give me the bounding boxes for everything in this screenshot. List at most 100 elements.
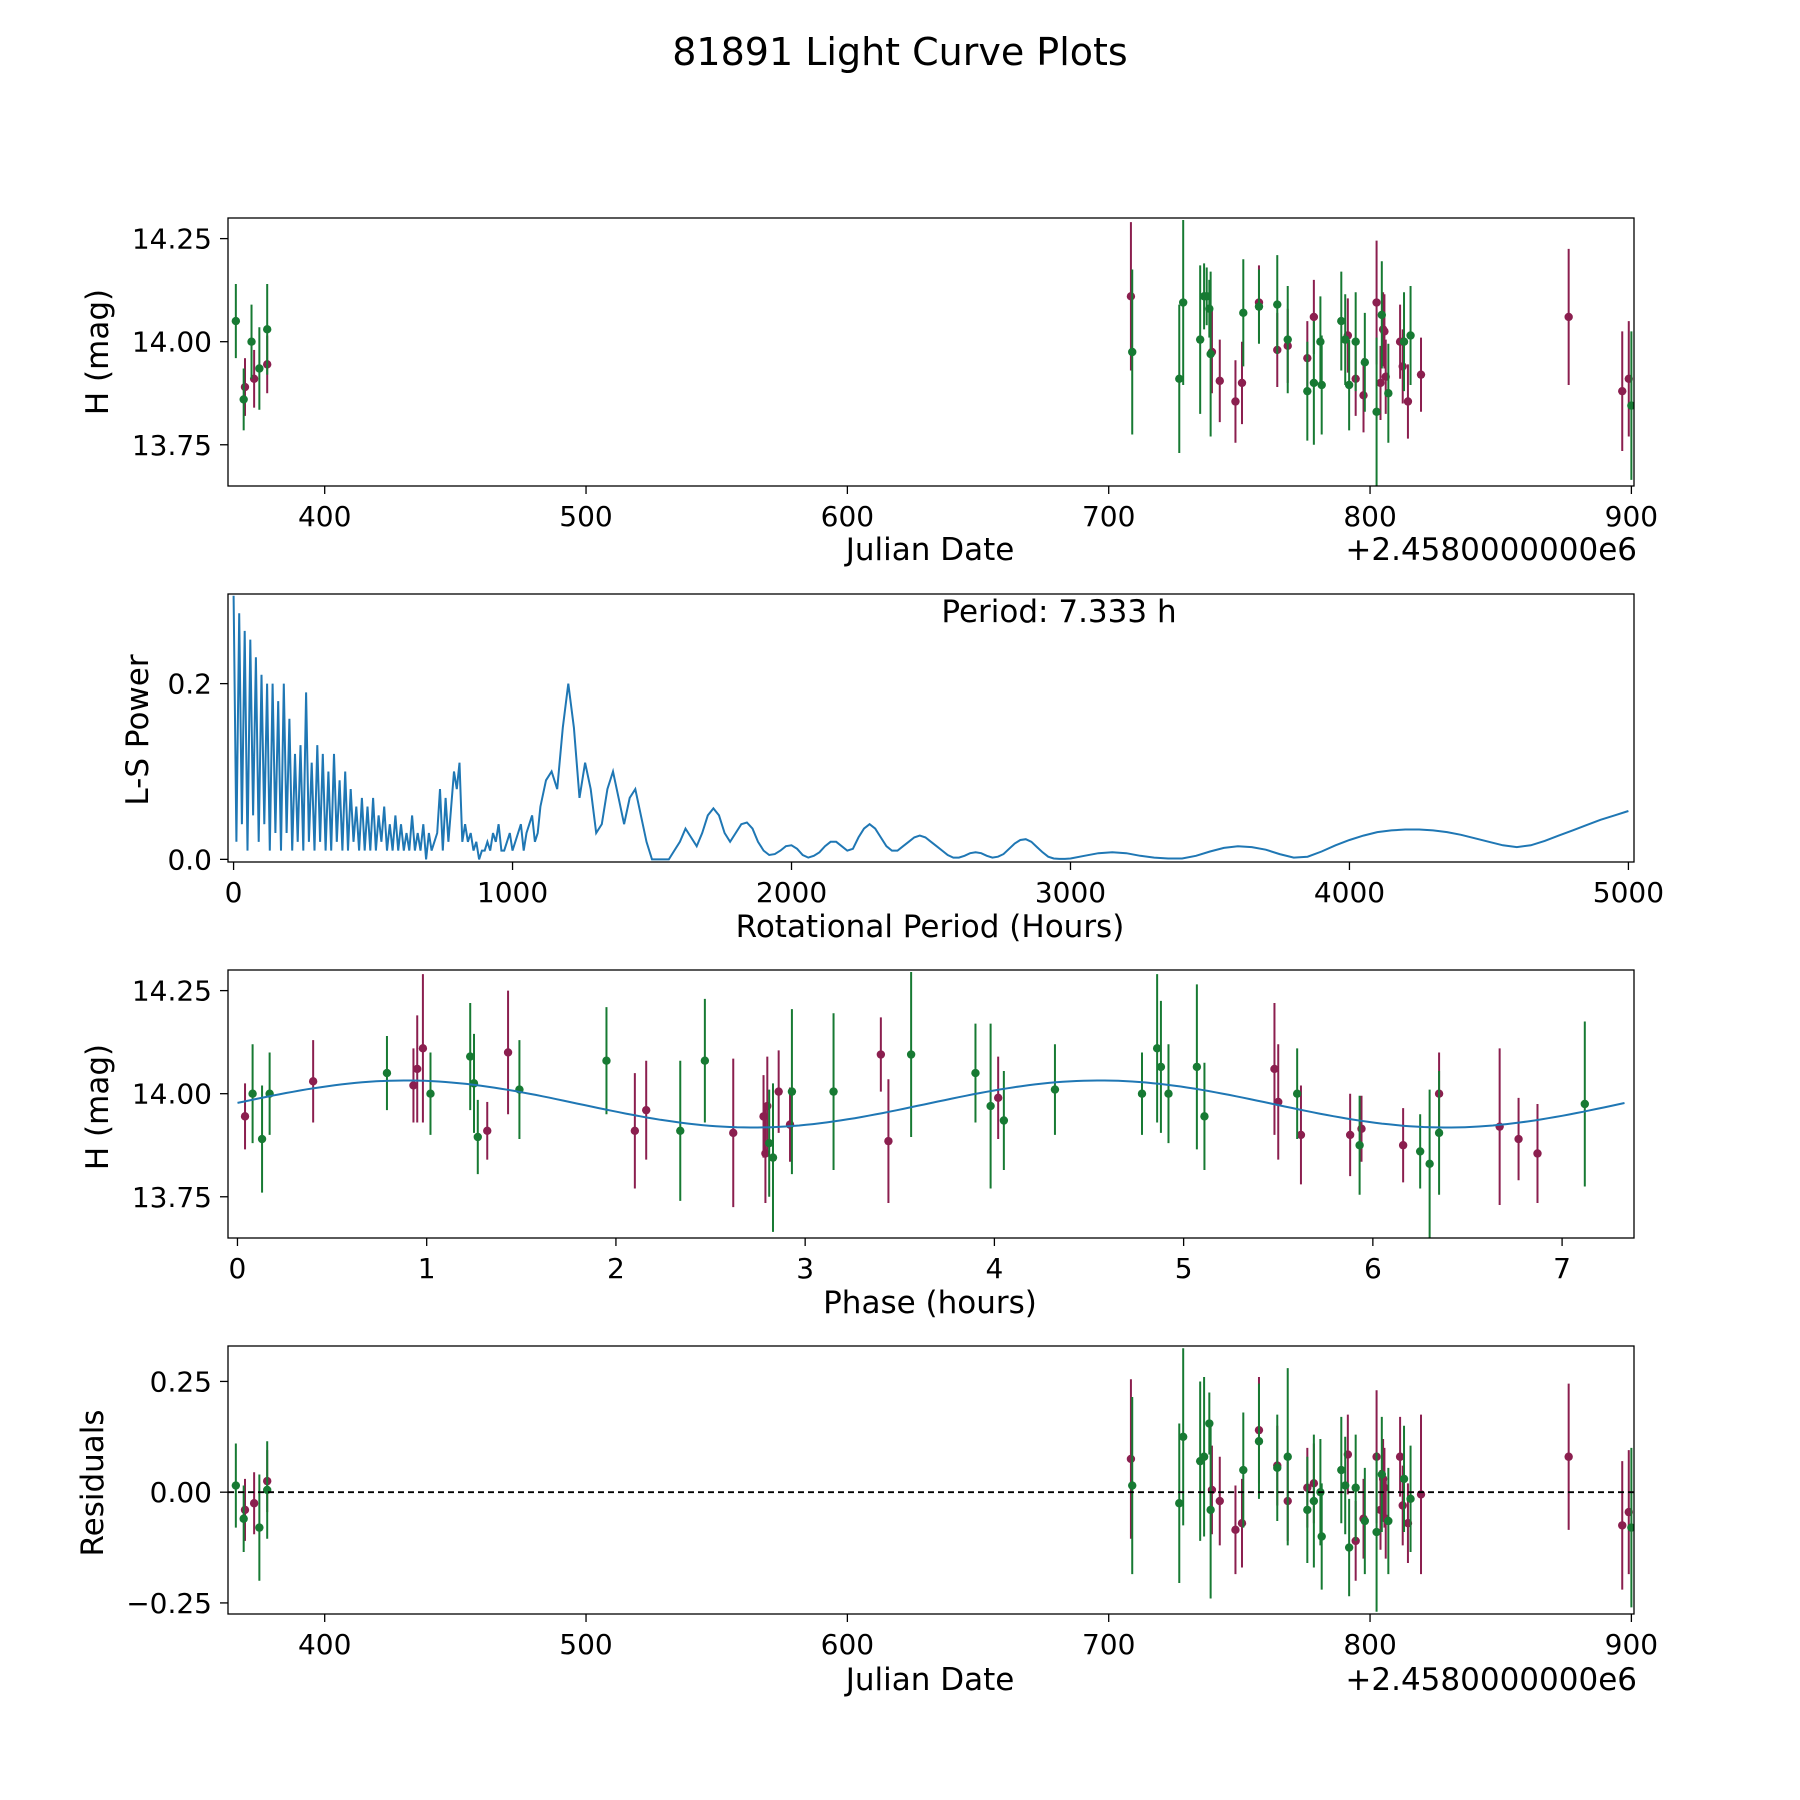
lightcurve-x-offset: +2.4580000000e6	[1345, 532, 1637, 568]
phased-xlabel: Phase (hours)	[823, 1285, 1037, 1321]
periodogram-plot-frame	[227, 593, 1635, 863]
lightcurve-xtick-label: 500	[559, 500, 612, 533]
periodogram-xtick-label: 2000	[756, 876, 827, 909]
phased-data-point	[1296, 1130, 1306, 1140]
phased-ytick-label: 14.25	[132, 975, 212, 1008]
lightcurve-data-point	[1618, 386, 1627, 396]
lightcurve-ylabel: H (mag)	[80, 289, 116, 415]
phased-data-point	[413, 1064, 422, 1074]
phased-data-point	[1200, 1112, 1209, 1121]
lightcurve-data-point	[1351, 337, 1360, 346]
residuals-data-point	[239, 1514, 248, 1523]
periodogram-ytick-label: 0.2	[167, 668, 212, 701]
residuals-plot-area: 400 500 600 700 800 900 −0.25 0.00 0.25	[126, 1345, 1658, 1661]
periodogram-power-line	[232, 595, 1629, 861]
phased-data-point	[466, 1052, 475, 1061]
period-annotation: Period: 7.333 h	[941, 594, 1176, 630]
residuals-data-point	[1215, 1496, 1224, 1506]
lightcurve-data-point	[1316, 337, 1325, 346]
phased-data-point	[418, 1044, 428, 1053]
phased-data-point	[630, 1126, 640, 1136]
lightcurve-xtick-label: 600	[821, 500, 874, 533]
phased-data-point	[1434, 1128, 1444, 1138]
phased-data-point	[426, 1089, 435, 1098]
residuals-data-point	[1178, 1432, 1188, 1442]
residuals-ylabel: Residuals	[75, 1409, 111, 1556]
residuals-plot-frame	[227, 1345, 1635, 1615]
periodogram-panel: L-S Power Rotational Period (Hours) Peri…	[120, 594, 1177, 945]
phased-xtick-label: 3	[796, 1252, 814, 1285]
residuals-xtick-label: 600	[821, 1628, 874, 1661]
phased-data-point	[1137, 1089, 1147, 1098]
residuals-data-point	[1618, 1521, 1627, 1530]
lightcurve-xtick-label: 800	[1343, 500, 1396, 533]
phased-data-layer	[237, 972, 1625, 1238]
lightcurve-data-layer	[231, 220, 1634, 486]
residuals-data-point	[1395, 1452, 1405, 1461]
periodogram-xlabel: Rotational Period (Hours)	[736, 909, 1125, 945]
residuals-data-point	[1206, 1505, 1215, 1515]
residuals-panel: Residuals Julian Date +2.4580000000e6	[75, 1409, 1637, 1698]
residuals-data-point	[1254, 1437, 1264, 1446]
phased-data-point	[1270, 1064, 1279, 1074]
lightcurve-data-point	[1205, 304, 1214, 313]
residuals-data-layer	[231, 1348, 1634, 1612]
lightcurve-data-point	[1283, 335, 1292, 344]
residuals-ytick-label: 0.25	[150, 1365, 212, 1398]
residuals-xtick-label: 700	[1082, 1628, 1135, 1661]
residuals-data-point	[1205, 1419, 1214, 1428]
lightcurve-data-point	[1206, 349, 1215, 359]
residuals-data-point	[231, 1481, 241, 1490]
residuals-data-point	[1237, 1518, 1247, 1528]
lightcurve-data-point	[1377, 310, 1387, 320]
periodogram-ylabel: L-S Power	[120, 654, 156, 805]
phased-data-point	[1398, 1141, 1408, 1150]
lightcurve-data-point	[1337, 316, 1346, 326]
phased-data-point	[1425, 1159, 1434, 1168]
phased-data-point	[774, 1087, 783, 1096]
lightcurve-data-point	[1372, 407, 1381, 416]
lightcurve-data-point	[1384, 389, 1393, 398]
residuals-data-point	[1627, 1523, 1634, 1532]
phased-data-point	[676, 1126, 685, 1136]
periodogram-xtick-label: 4000	[1314, 876, 1385, 909]
lightcurve-data-point	[1406, 331, 1415, 340]
residuals-data-point	[1398, 1501, 1407, 1510]
phased-data-point	[876, 1050, 886, 1059]
lightcurve-ytick-label: 13.75	[132, 429, 212, 462]
residuals-data-point	[1231, 1525, 1240, 1535]
phased-data-point	[829, 1087, 838, 1096]
lightcurve-data-point	[1254, 302, 1264, 311]
phased-data-point	[1164, 1089, 1173, 1098]
phased-data-point	[763, 1101, 772, 1111]
phased-data-point	[1580, 1099, 1589, 1109]
phased-ytick-label: 13.75	[132, 1181, 212, 1214]
phased-data-point	[1345, 1130, 1355, 1140]
residuals-data-point	[1126, 1454, 1136, 1464]
phased-data-point	[1192, 1062, 1202, 1072]
residuals-data-point	[249, 1499, 259, 1508]
lightcurve-data-point	[1360, 358, 1370, 367]
lightcurve-xtick-label: 900	[1605, 500, 1658, 533]
phased-ylabel: H (mag)	[80, 1044, 116, 1170]
phased-data-point	[257, 1134, 267, 1144]
lightcurve-data-point	[1399, 337, 1409, 346]
phased-data-point	[469, 1079, 479, 1088]
lightcurve-data-point	[1403, 397, 1413, 406]
phased-data-point	[642, 1105, 651, 1115]
residuals-data-point	[1341, 1481, 1350, 1490]
lightcurve-data-point	[1178, 298, 1188, 307]
residuals-ytick-label: −0.25	[126, 1587, 212, 1620]
lightcurve-data-point	[1564, 312, 1573, 322]
phased-panel: H (mag) Phase (hours)	[80, 1044, 1037, 1321]
residuals-data-point	[1564, 1452, 1573, 1461]
residuals-x-offset: +2.4580000000e6	[1345, 1662, 1637, 1698]
phased-ytick-label: 14.00	[132, 1078, 212, 1111]
residuals-xtick-label: 800	[1343, 1628, 1396, 1661]
lightcurve-data-point	[1344, 380, 1354, 390]
lightcurve-data-point	[1416, 370, 1426, 379]
phased-data-point	[308, 1077, 318, 1086]
phased-data-point	[1514, 1134, 1523, 1144]
residuals-data-point	[1273, 1463, 1282, 1473]
lightcurve-data-point	[240, 382, 250, 392]
